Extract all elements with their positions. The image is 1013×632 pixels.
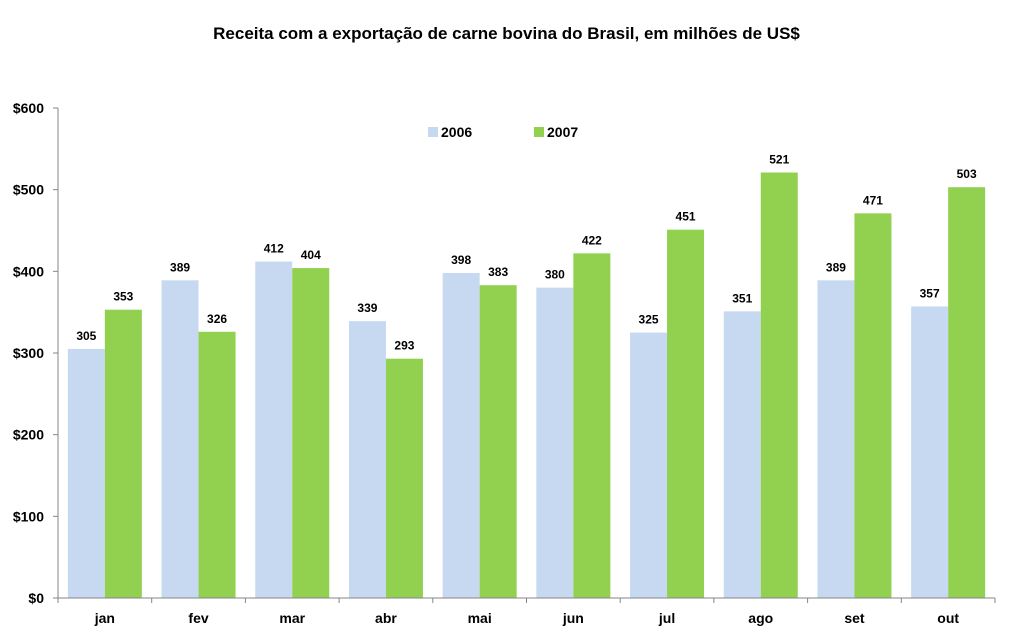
bar-2007-jan [104, 309, 142, 598]
bar-2006-jun [536, 287, 574, 598]
bar-2007-ago [760, 172, 798, 598]
bar-2006-mar [255, 261, 293, 598]
data-label: 325 [639, 313, 659, 327]
bar-2007-mar [292, 268, 330, 598]
bar-2006-jan [67, 348, 105, 598]
y-tick-label: $400 [13, 263, 44, 279]
y-tick-label: $200 [13, 427, 44, 443]
bar-2007-mai [479, 285, 517, 598]
data-label: 353 [113, 290, 133, 304]
x-tick-label: jun [562, 610, 584, 626]
data-label: 389 [170, 260, 190, 274]
data-label: 471 [863, 193, 883, 207]
legend-label-2007: 2007 [547, 124, 578, 140]
data-label: 305 [76, 329, 96, 343]
y-tick-label: $300 [13, 345, 44, 361]
legend: 2006 2007 [428, 124, 578, 140]
data-label: 351 [732, 291, 752, 305]
bar-2006-fev [161, 280, 199, 598]
data-label: 412 [264, 242, 284, 256]
y-axis: $0 $100 $200 $300 $400 $500 $600 [13, 100, 59, 606]
bar-2006-abr [348, 321, 386, 598]
y-tick-label: $100 [13, 508, 44, 524]
legend-swatch-2007 [534, 127, 544, 137]
data-label: 293 [394, 339, 414, 353]
x-tick-label: ago [748, 610, 773, 626]
x-axis: jan fev mar abr mai jun jul ago set out [57, 597, 996, 626]
x-tick-label: set [844, 610, 865, 626]
bar-2007-abr [385, 358, 423, 598]
chart-title: Receita com a exportação de carne bovina… [213, 24, 800, 43]
x-tick-label: abr [375, 610, 397, 626]
data-label: 380 [545, 268, 565, 282]
data-label: 389 [826, 260, 846, 274]
y-tick-label: $500 [13, 182, 44, 198]
bar-2006-jul [630, 332, 668, 598]
data-label: 357 [920, 286, 940, 300]
x-tick-label: jul [658, 610, 675, 626]
data-label: 339 [357, 301, 377, 315]
bar-2007-set [854, 213, 892, 598]
x-tick-label: fev [188, 610, 208, 626]
data-label: 451 [676, 210, 696, 224]
y-tick-label: $600 [13, 100, 44, 116]
data-label: 398 [451, 253, 471, 267]
data-label: 326 [207, 312, 227, 326]
data-label: 404 [301, 248, 321, 262]
data-label: 503 [957, 167, 977, 181]
y-tick-label: $0 [28, 590, 44, 606]
data-label: 383 [488, 265, 508, 279]
legend-label-2006: 2006 [441, 124, 472, 140]
data-label: 521 [769, 153, 789, 167]
bar-2007-out [948, 187, 986, 598]
bars-group [67, 172, 986, 598]
x-tick-label: mai [468, 610, 492, 626]
bar-2006-mai [442, 272, 480, 598]
x-tick-label: jan [94, 610, 115, 626]
bar-2006-set [817, 280, 855, 598]
data-labels-group: 305 389 412 339 398 380 325 351 389 357 353 326 404 2… [76, 153, 977, 353]
bar-2007-fev [198, 331, 236, 598]
x-tick-label: out [937, 610, 959, 626]
legend-swatch-2006 [428, 127, 438, 137]
bar-2007-jul [667, 229, 705, 598]
x-tick-label: mar [279, 610, 305, 626]
bar-2006-ago [723, 311, 761, 598]
data-label: 422 [582, 233, 602, 247]
bar-2007-jun [573, 253, 611, 598]
bar-2006-out [911, 306, 949, 598]
